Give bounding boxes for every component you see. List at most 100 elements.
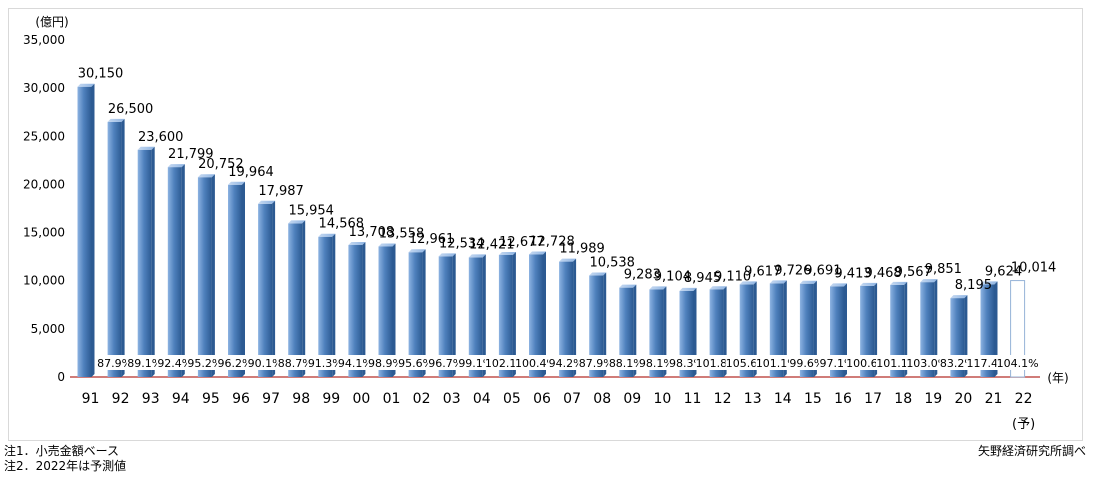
bar-top-face bbox=[769, 280, 787, 284]
bar bbox=[559, 261, 574, 377]
value-label: 12,677 bbox=[499, 235, 545, 250]
yoy-label: 98.1% bbox=[639, 357, 674, 370]
bar-top-face bbox=[649, 286, 667, 290]
bar-top-face bbox=[197, 174, 215, 178]
yoy-label: 96.7% bbox=[428, 357, 463, 370]
yoy-label: 95.6% bbox=[398, 357, 433, 370]
x-tick-label: 99 bbox=[322, 391, 340, 407]
x-tick-label: 12 bbox=[714, 391, 732, 407]
y-tick-label: 15,000 bbox=[23, 226, 65, 240]
yoy-label: 87.9% bbox=[579, 357, 614, 370]
yoy-label: 103.0% bbox=[906, 357, 948, 370]
bar-top-face bbox=[348, 242, 366, 246]
yoy-label-box bbox=[217, 355, 253, 370]
value-label: 21,799 bbox=[168, 147, 214, 162]
value-label: 12,534 bbox=[439, 236, 485, 251]
yoy-label: 94.2% bbox=[549, 357, 584, 370]
y-tick-label: 30,000 bbox=[23, 81, 65, 95]
x-tick-label: 05 bbox=[503, 391, 521, 407]
bar bbox=[137, 149, 152, 377]
value-label: 8,945 bbox=[684, 271, 721, 286]
bar-side-face bbox=[994, 281, 998, 377]
yoy-label-box bbox=[247, 355, 284, 370]
x-tick-label: 96 bbox=[232, 391, 250, 407]
bar-side-face bbox=[693, 287, 697, 377]
x-tick-label: 01 bbox=[383, 391, 401, 407]
bar-top-face bbox=[860, 282, 878, 286]
x-tick-label: 00 bbox=[352, 391, 370, 407]
yoy-label-box bbox=[277, 355, 314, 370]
yoy-label-box bbox=[337, 355, 374, 370]
bar bbox=[860, 285, 875, 377]
x-tick-label: 20 bbox=[954, 391, 972, 407]
bar-side-face bbox=[512, 251, 516, 377]
bar bbox=[77, 86, 92, 377]
bar-side-face bbox=[753, 281, 757, 377]
bar-top-face bbox=[739, 281, 757, 285]
bar bbox=[619, 287, 634, 377]
bar-top-face bbox=[529, 251, 546, 255]
x-tick-label: 93 bbox=[142, 391, 160, 407]
bar-side-face bbox=[573, 258, 577, 377]
bar-side-face bbox=[151, 146, 155, 377]
x-tick-label: 95 bbox=[202, 391, 220, 407]
yoy-label-box bbox=[427, 355, 464, 370]
yoy-label: 95.2% bbox=[187, 357, 222, 370]
bar bbox=[107, 121, 122, 377]
bar-side-face bbox=[302, 220, 306, 377]
value-label: 9,624 bbox=[985, 264, 1022, 279]
x-tick-label: 22 bbox=[1015, 391, 1033, 407]
bar bbox=[378, 246, 393, 377]
value-label: 15,954 bbox=[288, 203, 334, 218]
bar-top-face bbox=[980, 281, 998, 285]
x-tick-label: 04 bbox=[473, 391, 491, 407]
bar-side-face bbox=[121, 118, 125, 377]
yoy-label-box bbox=[126, 355, 163, 370]
bar bbox=[288, 223, 303, 377]
bar-side-face bbox=[813, 280, 817, 377]
yoy-label: 83.2% bbox=[940, 357, 975, 370]
yoy-label-box bbox=[514, 355, 558, 370]
value-label: 12,961 bbox=[409, 232, 455, 247]
x-tick-label: 91 bbox=[82, 391, 100, 407]
x-tick-label: 17 bbox=[864, 391, 882, 407]
yoy-label: 104.1% bbox=[997, 357, 1039, 370]
y-unit-label: (億円) bbox=[35, 15, 68, 29]
yoy-label: 91.3% bbox=[308, 357, 343, 370]
bar-side-face bbox=[663, 286, 667, 377]
bar-top-face bbox=[408, 249, 426, 253]
x-tick-label: 06 bbox=[533, 391, 551, 407]
value-label: 20,752 bbox=[198, 157, 244, 172]
value-label: 9,567 bbox=[895, 265, 932, 280]
bar bbox=[228, 184, 242, 377]
bar bbox=[890, 284, 905, 377]
bar-side-face bbox=[211, 174, 215, 377]
yoy-label: 98.9% bbox=[368, 357, 403, 370]
bar-side-face bbox=[272, 200, 276, 377]
value-label: 8,195 bbox=[955, 278, 992, 293]
yoy-label: 101.1% bbox=[756, 357, 798, 370]
value-label: 10,014 bbox=[1011, 261, 1057, 276]
note-2: 注2．2022年は予測値 bbox=[4, 459, 127, 473]
yoy-label-box bbox=[906, 355, 949, 370]
value-label: 12,421 bbox=[469, 237, 515, 252]
yoy-label: 90.1% bbox=[248, 357, 283, 370]
yoy-label: 97.1% bbox=[820, 357, 855, 370]
bar bbox=[408, 252, 423, 377]
value-label: 13,708 bbox=[349, 225, 395, 240]
x-tick-label: 13 bbox=[744, 391, 762, 407]
x-tick-label: 14 bbox=[774, 391, 792, 407]
bar-top-face bbox=[498, 251, 516, 255]
bar-side-face bbox=[422, 249, 426, 377]
bar-top-face bbox=[799, 280, 817, 284]
value-label: 14,568 bbox=[319, 217, 365, 232]
bar-top-face bbox=[258, 200, 276, 204]
bar bbox=[739, 284, 754, 377]
bar-top-face bbox=[167, 164, 185, 168]
x-tick-label: 92 bbox=[112, 391, 130, 407]
bar-top-face bbox=[318, 233, 336, 237]
y-tick-label: 0 bbox=[57, 370, 65, 384]
bar-top-face bbox=[107, 118, 125, 122]
y-tick-label: 5,000 bbox=[31, 322, 65, 336]
